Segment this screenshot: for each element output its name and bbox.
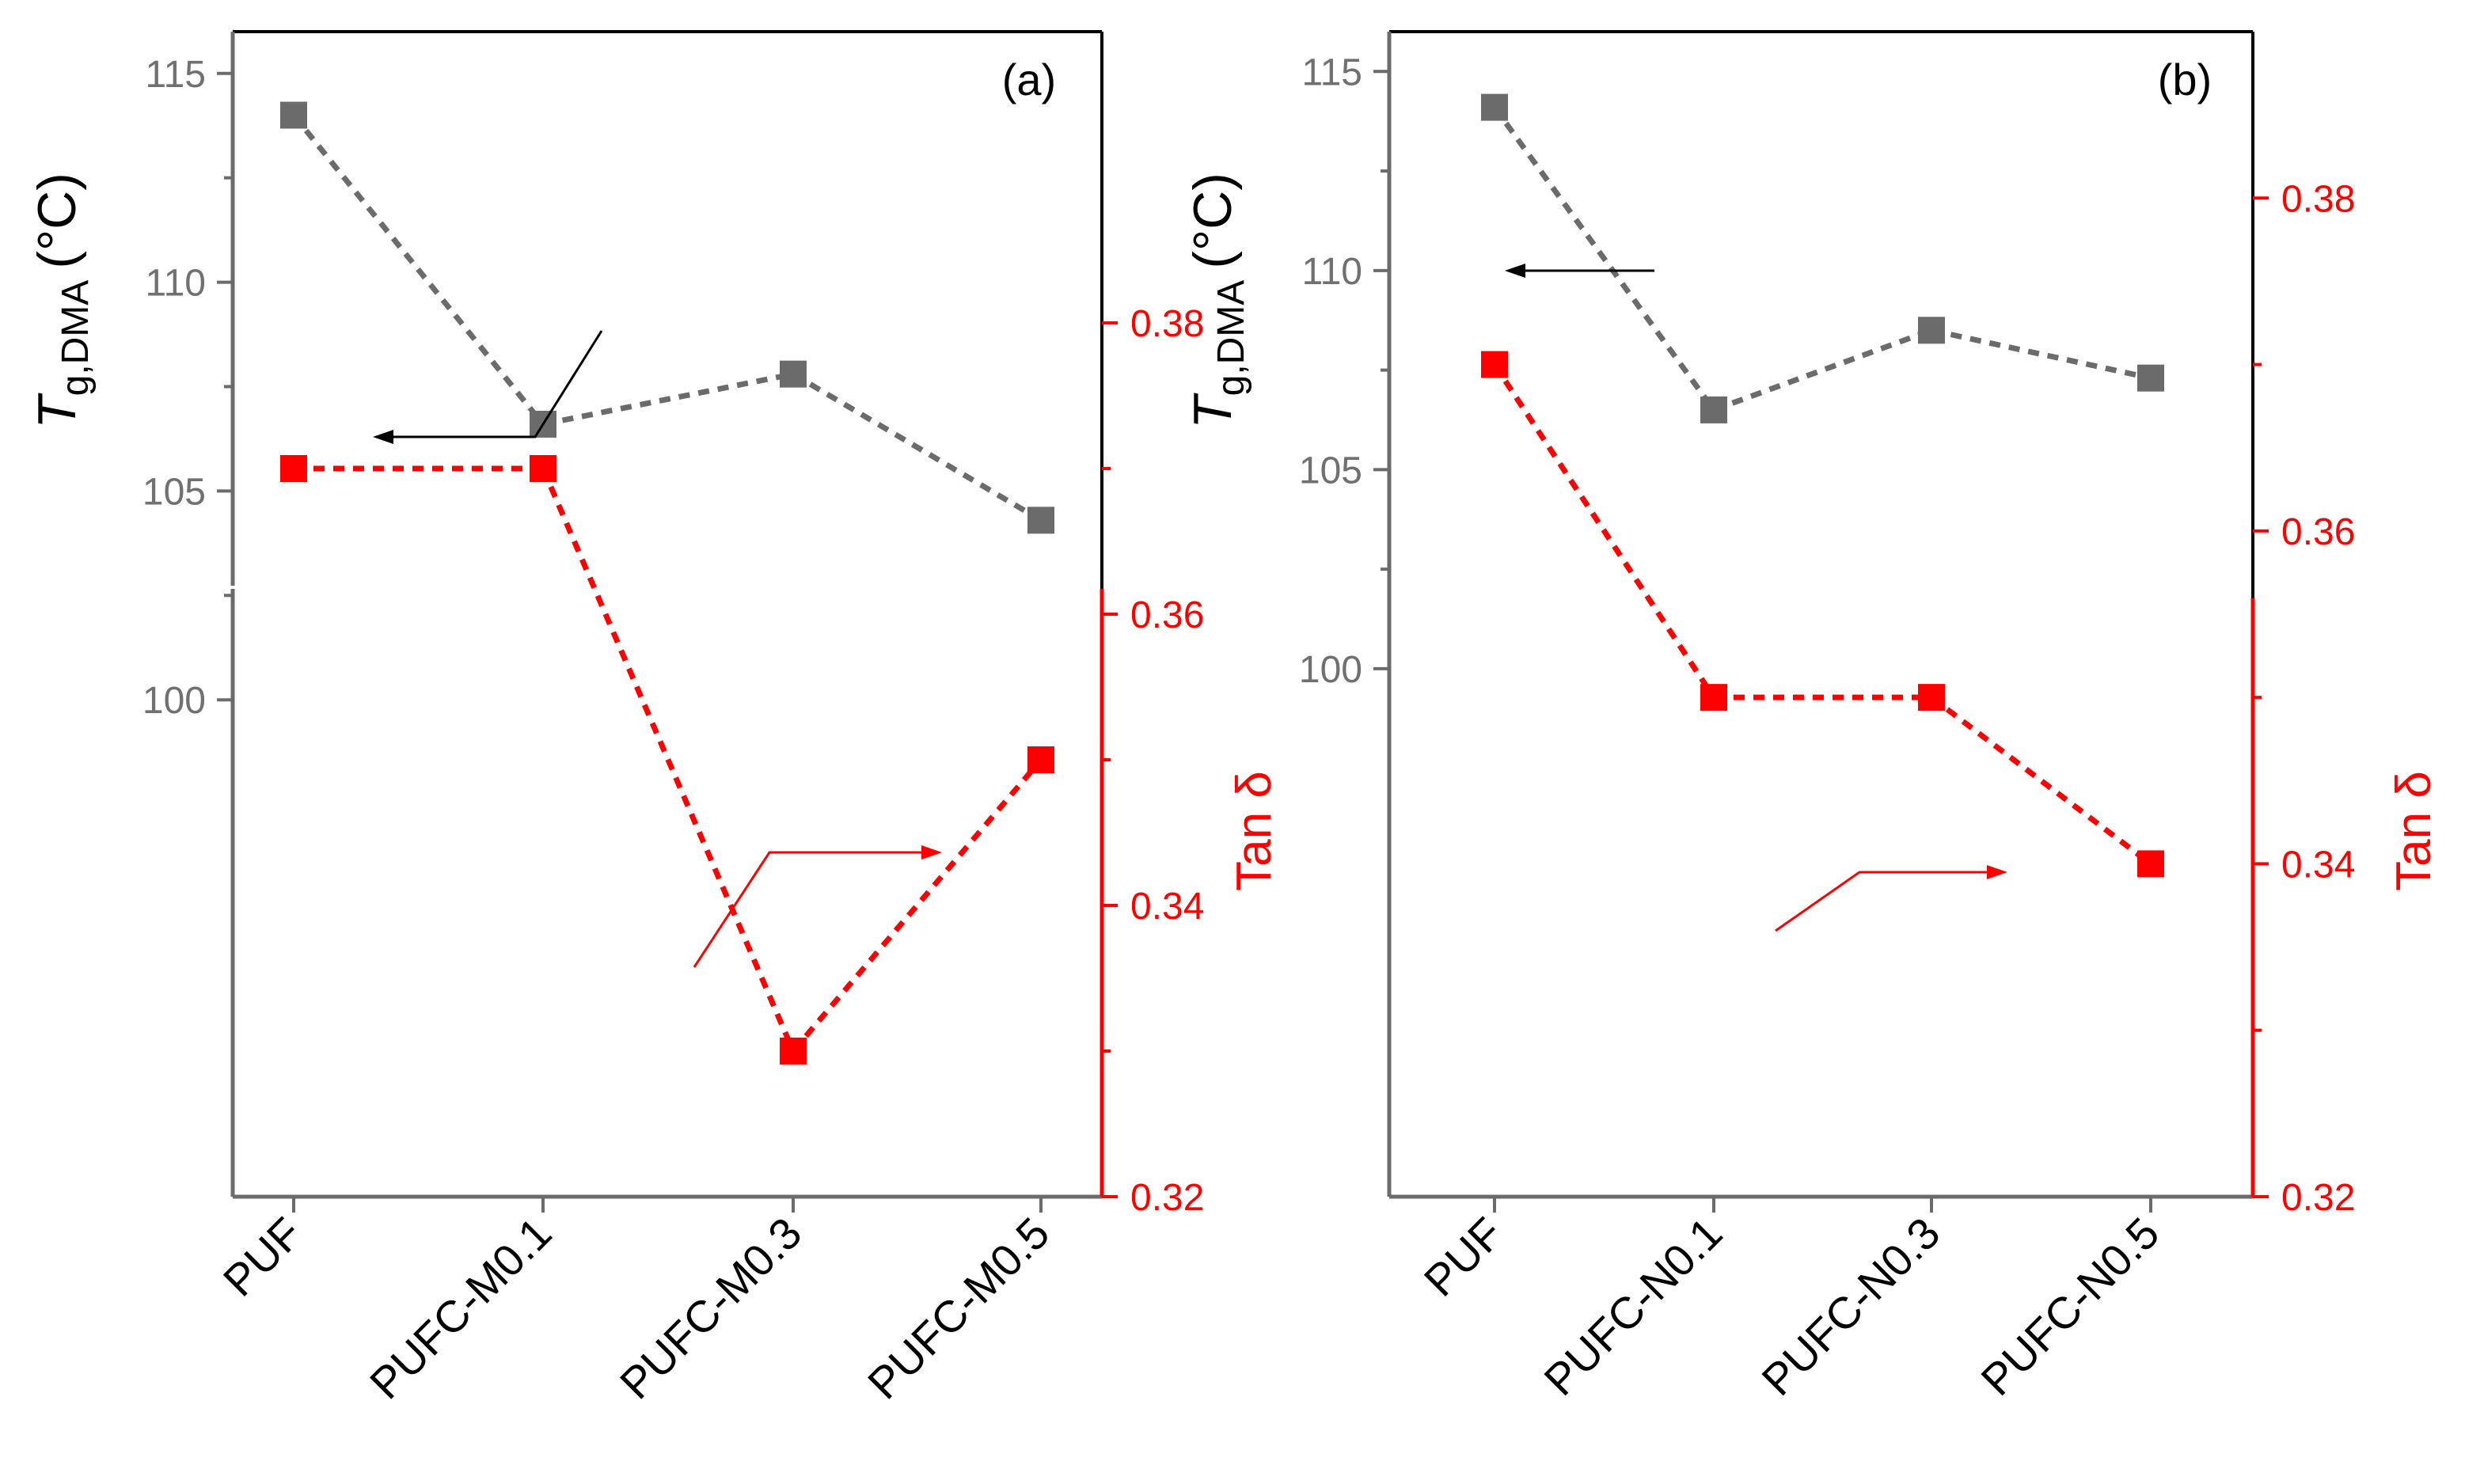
tg-series-marker xyxy=(780,360,807,388)
right-tick-label: 0.34 xyxy=(2281,844,2355,886)
tg-series-segment xyxy=(1712,328,1933,413)
left-tick-label: 100 xyxy=(1299,649,1362,691)
annotation-arrow-line xyxy=(1775,871,2004,932)
chart-panel-2: 100 105 110 115 0.32 0.34 0.36 0.38 PUF PUFC-N0.1… xyxy=(1183,30,2441,1405)
tan-delta-series-segment xyxy=(1929,695,2153,867)
arrow-left-icon xyxy=(1505,264,1525,278)
tg-series-segment xyxy=(542,371,794,427)
right-tick-label: 0.38 xyxy=(2281,178,2355,220)
tg-series-segment xyxy=(792,371,1043,523)
left-axis-title-subscript: g,DMA xyxy=(1210,280,1252,397)
right-tick-label: 0.32 xyxy=(1130,1177,1204,1219)
tan-delta-series-segment xyxy=(540,467,796,1053)
left-tick-label: 110 xyxy=(145,263,206,305)
left-tick-label: 100 xyxy=(142,680,206,722)
x-tick-label: PUFC-N0.1 xyxy=(1534,1208,1731,1405)
left-axis-title-symbol: T xyxy=(1183,393,1243,429)
tan-delta-series-segment xyxy=(1492,362,1716,700)
tg-series-marker xyxy=(1027,507,1054,534)
tg-series-segment xyxy=(1492,105,1716,412)
tg-series-marker xyxy=(1481,93,1508,121)
left-axis-title: Tg,DMA (°C) xyxy=(1183,173,1252,429)
tan-delta-series-marker xyxy=(1027,746,1054,773)
tan-delta-series-marker xyxy=(780,1038,807,1065)
left-tick-label: 115 xyxy=(1301,51,1362,93)
panel-label: (b) xyxy=(2158,55,2212,104)
chart-panel-1: 100 105 110 115 0.32 0.34 0.36 0.38 PUF PUFC-M0.1… xyxy=(27,30,1282,1409)
tg-series-marker xyxy=(1918,317,1945,344)
arrow-right-icon xyxy=(921,845,942,860)
right-tick-label: 0.32 xyxy=(2281,1177,2355,1219)
left-axis-title-symbol: T xyxy=(27,393,87,429)
annotation-arrow-line xyxy=(693,851,939,968)
tg-series-marker xyxy=(2137,364,2164,392)
right-tick-label: 0.36 xyxy=(1130,594,1204,636)
tg-series-segment xyxy=(1931,327,2152,381)
x-tick-label: PUFC-N0.5 xyxy=(1971,1208,2168,1405)
left-axis-title-subscript: g,DMA xyxy=(55,280,97,397)
right-axis-title: Tan δ xyxy=(2387,771,2441,891)
left-axis-title-unit: (°C) xyxy=(1183,173,1243,269)
tan-delta-series-marker xyxy=(1481,351,1508,378)
left-axis-title-unit: (°C) xyxy=(27,173,87,269)
x-tick-label: PUFC-M0.3 xyxy=(610,1208,811,1409)
tg-series-marker xyxy=(280,101,307,129)
right-tick-label: 0.36 xyxy=(2281,511,2355,553)
x-tick-label: PUF xyxy=(214,1208,312,1306)
right-tick-label: 0.38 xyxy=(1130,303,1204,345)
x-tick-label: PUF xyxy=(1415,1208,1513,1306)
annotation-arrow-line xyxy=(376,330,603,438)
left-tick-label: 105 xyxy=(1299,450,1362,492)
arrow-left-icon xyxy=(373,430,393,444)
tan-delta-series-marker xyxy=(2137,850,2164,878)
right-tick-label: 0.34 xyxy=(1130,886,1204,928)
left-tick-label: 110 xyxy=(1301,251,1362,293)
tan-delta-series-marker xyxy=(280,455,307,482)
left-axis-title: Tg,DMA (°C) xyxy=(27,173,97,429)
tan-delta-series-marker xyxy=(1918,684,1945,712)
x-tick-label: PUFC-M0.5 xyxy=(858,1208,1059,1409)
panel-label: (a) xyxy=(1002,55,1056,104)
tg-series-marker xyxy=(1700,396,1727,423)
tan-delta-series-segment xyxy=(791,757,1043,1053)
arrow-right-icon xyxy=(1987,865,2007,879)
right-axis-title: Tan δ xyxy=(1227,771,1282,891)
x-tick-label: PUFC-M0.1 xyxy=(360,1208,561,1409)
left-tick-label: 105 xyxy=(142,471,206,513)
x-tick-label: PUFC-N0.3 xyxy=(1752,1208,1949,1405)
left-tick-label: 115 xyxy=(145,54,206,96)
tan-delta-series-marker xyxy=(1700,684,1727,712)
tg-series-segment xyxy=(291,113,545,427)
tan-delta-series-marker xyxy=(530,455,556,482)
